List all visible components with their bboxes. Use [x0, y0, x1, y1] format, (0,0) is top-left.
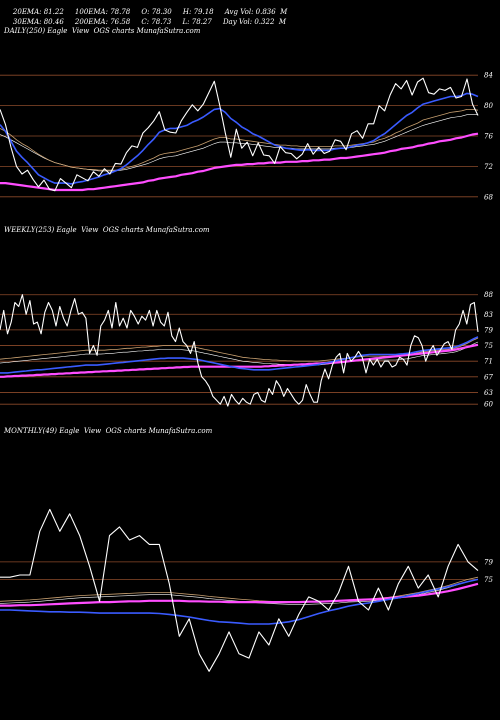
weekly-ema-mid1-line: [0, 337, 479, 362]
monthly-price-line: [0, 508, 479, 672]
daily-ema-fast-line: [0, 92, 479, 185]
header-row-1: 20EMA: 81.22 100EMA: 78.78 O: 78.30 H: 7…: [4, 2, 287, 23]
weekly-y-tick-label: 75: [484, 342, 493, 350]
open-label: O: 78.30: [141, 8, 172, 16]
weekly-y-tick-label: 67: [484, 373, 493, 381]
daily-y-tick-label: 72: [484, 163, 493, 171]
daily-title: DAILY(250) Eagle View OGS charts MunafaS…: [4, 27, 201, 35]
high-label: H: 79.18: [182, 8, 214, 16]
monthly-y-tick-label: 79: [484, 558, 493, 566]
weekly-y-tick-label: 71: [484, 358, 493, 366]
weekly-ema-slow-line: [0, 343, 479, 378]
weekly-ema-fast-line: [0, 336, 479, 374]
weekly-y-tick-label: 63: [484, 389, 493, 397]
monthly-y-tick-label: 75: [484, 576, 493, 584]
low-label: L: 78.27: [182, 18, 212, 26]
daily-ema-slow-line: [0, 132, 479, 192]
ema30-label: 30EMA: 80.46: [12, 18, 64, 26]
monthly-ema-fast-line: [0, 578, 479, 625]
weekly-y-tick-label: 83: [484, 311, 493, 319]
weekly-price-line: [0, 294, 479, 407]
weekly-y-tick-label: 60: [484, 401, 493, 409]
ema100-label: 100EMA: 78.78: [74, 8, 131, 16]
avg-vol-label: Avg Vol: 0.836 M: [224, 8, 288, 16]
daily-y-tick-label: 68: [484, 193, 493, 201]
ema200-label: 200EMA: 76.58: [74, 18, 131, 26]
close-label: C: 78.73: [141, 18, 172, 26]
monthly-ema-mid2-line: [0, 579, 479, 605]
weekly-y-tick-label: 79: [484, 326, 493, 334]
daily-y-tick-label: 80: [484, 102, 493, 110]
weekly-panel: 88 83 79 75 71 67 63 60: [0, 291, 493, 409]
ema20-label: 20EMA: 81.22: [12, 8, 64, 16]
day-vol-label: Day Vol: 0.322 M: [222, 18, 287, 26]
daily-y-tick-label: 84: [484, 72, 493, 80]
weekly-title: WEEKLY(253) Eagle View OGS charts Munafa…: [4, 226, 210, 234]
weekly-y-tick-label: 88: [484, 291, 493, 299]
daily-ema-mid2-line: [0, 114, 478, 172]
monthly-panel: 79 75: [0, 508, 493, 672]
daily-y-tick-label: 76: [484, 133, 493, 141]
header-row-2: 30EMA: 80.46 200EMA: 76.58 C: 78.73 L: 7…: [4, 12, 286, 33]
daily-price-line: [0, 77, 479, 192]
daily-panel: 84 80 76 72 68: [0, 72, 493, 201]
monthly-title: MONTHLY(49) Eagle View OGS charts Munafa…: [4, 427, 213, 435]
monthly-ema-mid1-line: [0, 576, 479, 603]
